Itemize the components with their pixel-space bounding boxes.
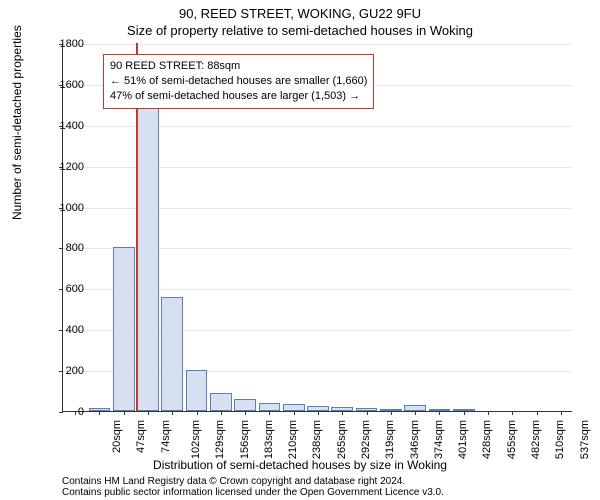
x-tick	[318, 411, 319, 415]
histogram-bar	[137, 76, 159, 411]
x-tick-label: 292sqm	[360, 420, 372, 459]
x-tick-label: 129sqm	[214, 420, 226, 459]
y-tick-label: 1600	[60, 79, 84, 91]
histogram-bar	[161, 297, 183, 411]
title-main: 90, REED STREET, WOKING, GU22 9FU	[0, 0, 600, 21]
x-tick	[367, 411, 368, 415]
x-tick-label: 183sqm	[263, 420, 275, 459]
histogram-bar	[186, 370, 208, 411]
chart-container: 90, REED STREET, WOKING, GU22 9FU Size o…	[0, 0, 600, 500]
x-tick-label: 346sqm	[409, 420, 421, 459]
y-tick	[59, 248, 63, 249]
x-tick	[148, 411, 149, 415]
attribution-line1: Contains HM Land Registry data © Crown c…	[62, 476, 444, 487]
x-tick-label: 319sqm	[384, 420, 396, 459]
y-axis-label: Number of semi-detached properties	[10, 25, 24, 220]
y-tick-label: 400	[66, 324, 84, 336]
gridline-h	[63, 44, 572, 45]
y-tick-label: 200	[66, 365, 84, 377]
x-tick	[197, 411, 198, 415]
y-tick-label: 0	[78, 406, 84, 418]
x-tick	[245, 411, 246, 415]
info-line2: ← 51% of semi-detached houses are smalle…	[110, 74, 367, 89]
y-tick-label: 600	[66, 283, 84, 295]
x-tick-label: 401sqm	[457, 420, 469, 459]
y-tick-label: 1000	[60, 202, 84, 214]
plot-area: 90 REED STREET: 88sqm← 51% of semi-detac…	[62, 44, 572, 412]
info-line3: 47% of semi-detached houses are larger (…	[110, 89, 367, 104]
attribution-line2: Contains public sector information licen…	[62, 487, 444, 498]
x-tick-label: 238sqm	[312, 420, 324, 459]
x-tick	[391, 411, 392, 415]
y-tick	[59, 412, 63, 413]
x-tick	[464, 411, 465, 415]
y-tick	[59, 330, 63, 331]
x-tick-label: 482sqm	[530, 420, 542, 459]
histogram-bar	[283, 404, 305, 411]
attribution: Contains HM Land Registry data © Crown c…	[62, 476, 444, 498]
x-tick	[537, 411, 538, 415]
x-tick	[75, 411, 76, 415]
x-tick-label: 102sqm	[190, 420, 202, 459]
x-tick-label: 74sqm	[160, 420, 172, 453]
histogram-bar	[259, 403, 281, 411]
x-tick-label: 156sqm	[239, 420, 251, 459]
y-tick-label: 1800	[60, 38, 84, 50]
x-tick	[439, 411, 440, 415]
info-line1: 90 REED STREET: 88sqm	[110, 59, 367, 74]
histogram-bar	[113, 247, 135, 411]
info-box: 90 REED STREET: 88sqm← 51% of semi-detac…	[103, 54, 374, 109]
x-tick	[488, 411, 489, 415]
x-tick	[221, 411, 222, 415]
x-axis-label: Distribution of semi-detached houses by …	[0, 458, 600, 472]
x-tick	[99, 411, 100, 415]
x-tick	[342, 411, 343, 415]
histogram-bar	[234, 399, 256, 411]
x-tick-label: 455sqm	[506, 420, 518, 459]
x-tick-label: 210sqm	[287, 420, 299, 459]
x-tick	[415, 411, 416, 415]
x-tick-label: 20sqm	[111, 420, 123, 453]
x-tick	[561, 411, 562, 415]
histogram-bar	[210, 393, 232, 411]
x-tick-label: 510sqm	[554, 420, 566, 459]
x-tick-label: 537sqm	[579, 420, 591, 459]
title-sub: Size of property relative to semi-detach…	[0, 23, 600, 38]
x-tick	[294, 411, 295, 415]
y-tick-label: 800	[66, 242, 84, 254]
y-tick-label: 1200	[60, 161, 84, 173]
x-tick-label: 265sqm	[336, 420, 348, 459]
x-tick-label: 47sqm	[135, 420, 147, 453]
x-tick	[269, 411, 270, 415]
chart-area: 90 REED STREET: 88sqm← 51% of semi-detac…	[62, 44, 572, 412]
x-tick	[512, 411, 513, 415]
y-tick-label: 1400	[60, 120, 84, 132]
x-tick-label: 428sqm	[482, 420, 494, 459]
y-tick	[59, 289, 63, 290]
x-tick	[172, 411, 173, 415]
y-tick	[59, 371, 63, 372]
x-tick-label: 374sqm	[433, 420, 445, 459]
x-tick	[124, 411, 125, 415]
